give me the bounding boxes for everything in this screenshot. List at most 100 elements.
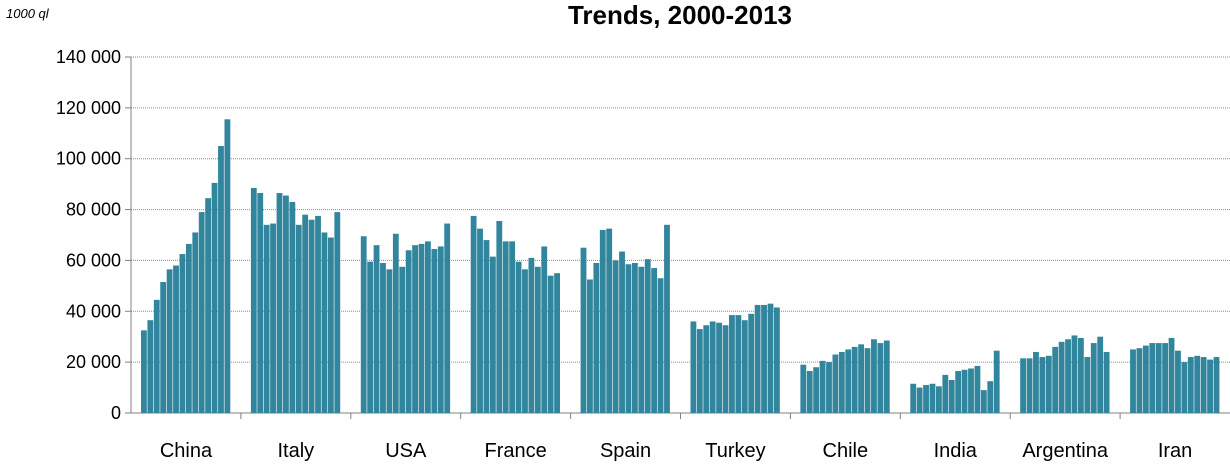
x-category-label: China [160,440,213,462]
bar-france-2012 [547,275,554,413]
bar-iran-2006 [1168,337,1175,413]
bar-argentina-2013 [1103,351,1110,413]
bar-turkey-2006 [729,315,735,413]
bar-turkey-2002 [703,325,710,413]
bar-spain-2003 [599,229,606,413]
bar-chile-2004 [826,362,832,413]
bar-turkey-2007 [735,315,742,413]
bar-spain-2005 [612,260,619,413]
bar-chile-2005 [832,354,839,413]
bar-spain-2006 [619,251,625,413]
bar-usa-2009 [418,243,425,413]
bar-india-2006 [948,379,955,413]
x-category-label: Spain [600,440,651,462]
bar-chile-2010 [864,348,871,413]
bar-spain-2001 [587,279,593,413]
bar-argentina-2009 [1077,337,1084,413]
bar-china-2007 [185,243,192,413]
bar-italy-2011 [321,232,328,413]
bar-france-2005 [502,241,509,413]
bar-italy-2005 [283,195,289,413]
bar-usa-2007 [405,250,412,413]
bar-chile-2000 [800,364,807,413]
bar-france-2003 [489,256,496,413]
bar-iran-2012 [1207,359,1213,413]
bar-argentina-2003 [1039,357,1046,413]
y-tick-label: 80 000 [66,200,121,220]
bar-usa-2010 [425,241,431,413]
y-tick-label: 100 000 [56,149,121,169]
bar-india-2007 [955,371,962,413]
bar-france-2002 [483,240,490,413]
bar-china-2003 [160,282,167,413]
x-category-label: Chile [823,440,869,462]
bar-iran-2005 [1162,343,1169,413]
bar-spain-2012 [657,278,664,413]
bar-argentina-2006 [1058,341,1065,413]
bar-argentina-2012 [1097,336,1104,413]
bar-iran-2000 [1130,349,1136,413]
bar-china-2006 [179,254,186,413]
bar-france-2000 [470,215,477,413]
y-axis-unit-label: 1000 ql [6,6,49,21]
bar-iran-2008 [1181,362,1188,413]
bar-france-2008 [522,269,528,413]
bar-argentina-2004 [1045,355,1052,413]
bar-chile-2002 [813,367,820,413]
y-tick-label: 0 [111,403,121,423]
bar-india-2011 [980,390,987,413]
bar-france-2007 [515,261,522,413]
bar-usa-2005 [392,233,399,413]
bar-india-2013 [993,350,1000,413]
bar-turkey-2000 [690,321,697,413]
bar-italy-2004 [276,193,283,413]
bar-india-2009 [968,368,974,413]
bar-iran-2002 [1142,345,1149,413]
bar-chile-2003 [819,360,826,413]
bar-argentina-2011 [1090,343,1097,413]
bar-spain-2011 [651,268,658,413]
bar-usa-2004 [386,269,393,413]
bar-usa-2003 [380,262,386,413]
bar-france-2010 [534,266,541,413]
bar-italy-2001 [257,193,264,413]
y-tick-label: 40 000 [66,301,121,321]
x-category-label: Iran [1158,440,1192,462]
bar-iran-2009 [1187,357,1194,413]
x-category-label: Argentina [1022,440,1108,462]
bar-chile-2001 [806,371,813,413]
bar-india-2003 [929,383,936,413]
bar-argentina-2007 [1065,339,1071,413]
bar-india-2012 [987,381,994,413]
bar-turkey-2001 [696,329,703,413]
bar-india-2001 [916,387,923,413]
bar-italy-2012 [327,237,334,413]
bar-argentina-2000 [1020,358,1027,413]
y-tick-label: 60 000 [66,250,121,270]
bar-iran-2011 [1200,357,1207,413]
bar-iran-2013 [1213,357,1220,413]
bar-china-2009 [198,212,205,413]
bar-france-2006 [509,241,516,413]
bar-spain-2010 [644,259,651,413]
y-tick-label: 20 000 [66,352,121,372]
bar-usa-2001 [367,261,374,413]
bar-usa-2002 [373,245,380,413]
bar-spain-2004 [606,228,613,413]
bar-argentina-2010 [1084,357,1091,413]
bar-turkey-2010 [754,304,761,413]
bar-chile-2007 [845,349,852,413]
bar-chile-2011 [871,339,877,413]
bar-turkey-2012 [767,303,774,413]
bar-italy-2003 [270,223,276,413]
bar-italy-2008 [302,214,309,413]
bar-iran-2007 [1175,350,1181,413]
bar-china-2001 [147,320,154,413]
bar-china-2005 [173,265,179,413]
bar-india-2008 [961,369,968,413]
bar-chile-2009 [858,344,865,413]
bar-argentina-2002 [1033,351,1039,413]
bar-chile-2008 [851,346,858,413]
bar-chile-2013 [883,340,890,413]
